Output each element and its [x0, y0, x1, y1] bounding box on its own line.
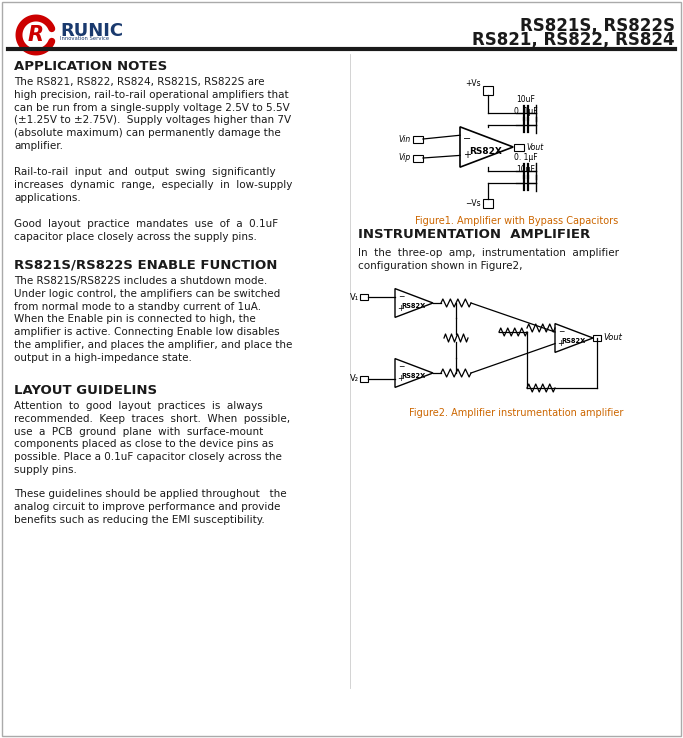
- Text: V₂: V₂: [350, 374, 359, 383]
- Bar: [593, 335, 601, 341]
- Text: +: +: [463, 150, 471, 160]
- Text: Figure1. Amplifier with Bypass Capacitors: Figure1. Amplifier with Bypass Capacitor…: [415, 216, 618, 226]
- Text: +Vs: +Vs: [465, 80, 481, 89]
- Text: −: −: [398, 292, 404, 302]
- Text: APPLICATION NOTES: APPLICATION NOTES: [14, 60, 167, 73]
- Text: +: +: [398, 374, 404, 383]
- Text: The RS821, RS822, RS824, RS821S, RS822S are
high precision, rail-to-rail operati: The RS821, RS822, RS824, RS821S, RS822S …: [14, 77, 291, 151]
- Text: Vout: Vout: [526, 142, 543, 151]
- Text: RS821, RS822, RS824: RS821, RS822, RS824: [473, 31, 675, 49]
- Text: −: −: [398, 362, 404, 371]
- Text: Good  layout  practice  mandates  use  of  a  0.1uF
capacitor place closely acro: Good layout practice mandates use of a 0…: [14, 219, 278, 242]
- Bar: [413, 154, 423, 162]
- Text: RS82X: RS82X: [402, 303, 426, 309]
- Text: RS82X: RS82X: [470, 147, 503, 156]
- Bar: [483, 86, 493, 94]
- Text: Rail-to-rail  input  and  output  swing  significantly
increases  dynamic  range: Rail-to-rail input and output swing sign…: [14, 167, 292, 203]
- Bar: [413, 136, 423, 142]
- Text: −: −: [463, 134, 471, 144]
- Text: 10uF: 10uF: [516, 95, 535, 104]
- Text: RS821S, RS822S: RS821S, RS822S: [520, 17, 675, 35]
- Text: R: R: [28, 25, 44, 45]
- Text: RS82X: RS82X: [562, 338, 586, 344]
- Text: 0. 1μF: 0. 1μF: [514, 153, 538, 162]
- Text: −Vs: −Vs: [465, 199, 481, 207]
- Bar: [514, 143, 524, 151]
- Text: These guidelines should be applied throughout   the
analog circuit to improve pe: These guidelines should be applied throu…: [14, 489, 287, 525]
- Text: +: +: [557, 339, 564, 348]
- Text: Vip: Vip: [399, 154, 411, 162]
- Text: Attention  to  good  layout  practices  is  always
recommended.  Keep  traces  s: Attention to good layout practices is al…: [14, 401, 290, 475]
- Text: INSTRUMENTATION  AMPLIFIER: INSTRUMENTATION AMPLIFIER: [358, 228, 590, 241]
- Text: +: +: [398, 304, 404, 313]
- Text: RS82X: RS82X: [402, 373, 426, 379]
- Text: LAYOUT GUIDELINS: LAYOUT GUIDELINS: [14, 384, 157, 397]
- Text: Vout: Vout: [603, 334, 622, 342]
- Text: In  the  three-op  amp,  instrumentation  amplifier
configuration shown in Figur: In the three-op amp, instrumentation amp…: [358, 248, 619, 271]
- Text: RS821S/RS822S ENABLE FUNCTION: RS821S/RS822S ENABLE FUNCTION: [14, 259, 277, 272]
- Bar: [483, 199, 493, 207]
- Text: Innovation Service: Innovation Service: [60, 36, 109, 41]
- Bar: [360, 294, 368, 300]
- Bar: [360, 376, 368, 382]
- Text: V₁: V₁: [350, 292, 359, 302]
- Text: 0. 1μF: 0. 1μF: [514, 107, 538, 116]
- Text: The RS821S/RS822S includes a shutdown mode.
Under logic control, the amplifiers : The RS821S/RS822S includes a shutdown mo…: [14, 276, 292, 363]
- Text: Figure2. Amplifier instrumentation amplifier: Figure2. Amplifier instrumentation ampli…: [409, 408, 624, 418]
- Text: RUNIC: RUNIC: [60, 22, 123, 40]
- Text: Vin: Vin: [399, 134, 411, 143]
- Text: −: −: [558, 328, 564, 337]
- Text: 10uF: 10uF: [516, 165, 535, 174]
